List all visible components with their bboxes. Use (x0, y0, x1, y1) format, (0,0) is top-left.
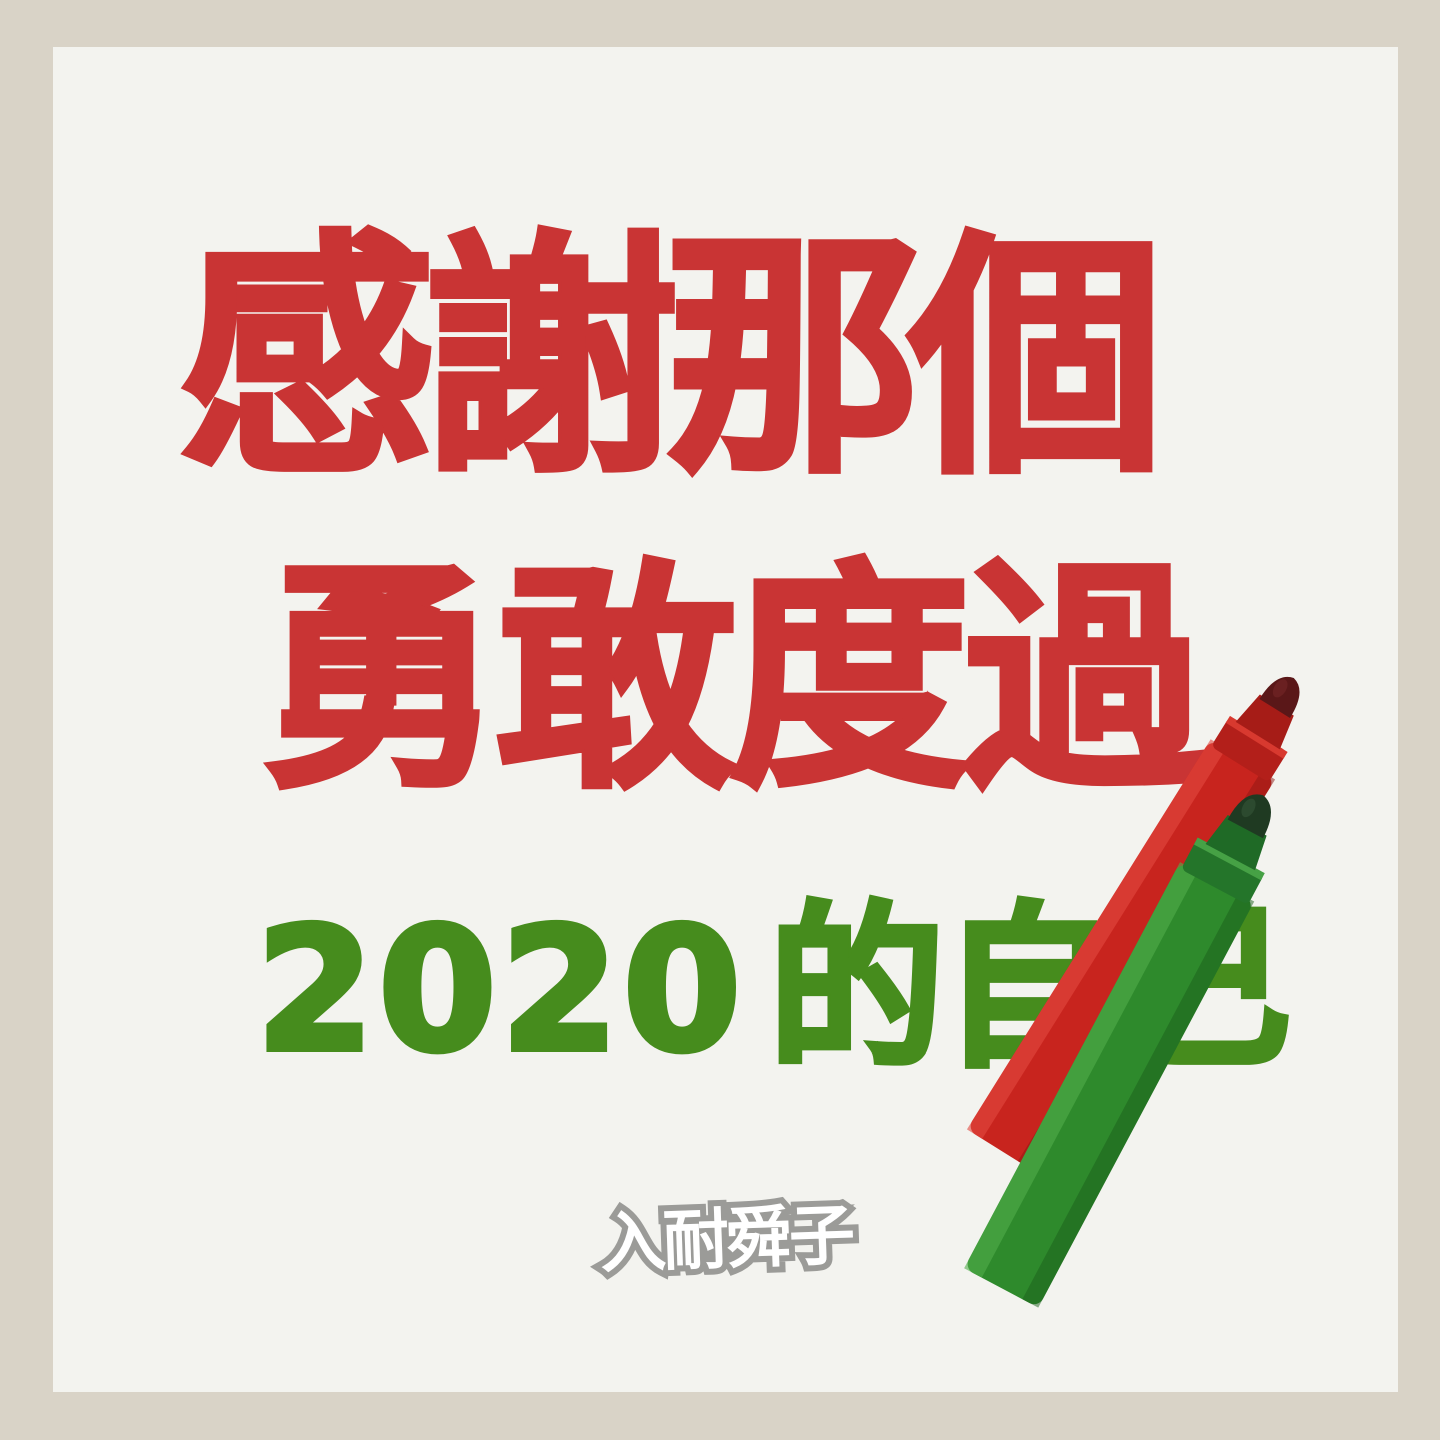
year-text: 2020 (253, 889, 746, 1093)
green-marker-icon (964, 794, 1271, 1308)
markers-illustration (964, 676, 1300, 1308)
paper-card (53, 47, 1398, 1392)
headline-line-2: 勇敢度過 (259, 537, 1207, 823)
headline-line-1: 感謝那個 (177, 211, 1167, 508)
brand-logo: 入耐舜子 (593, 1191, 860, 1289)
